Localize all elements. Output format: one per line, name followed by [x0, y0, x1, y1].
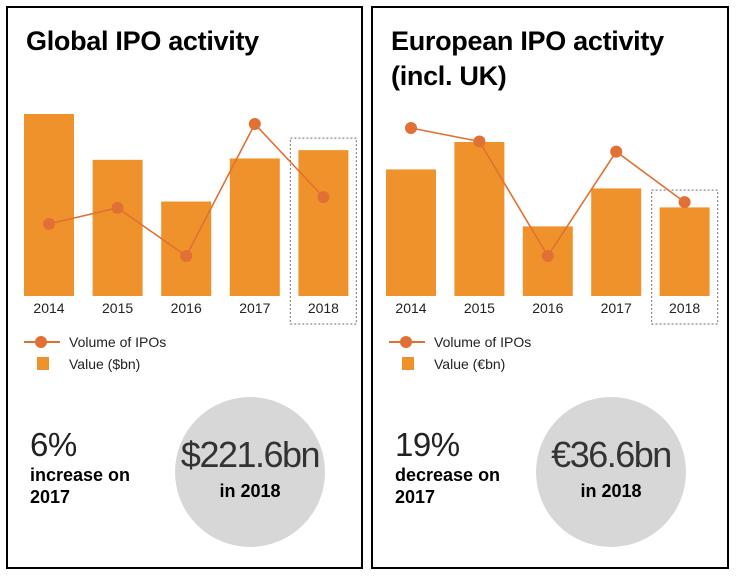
- chart-title: European IPO activity (incl. UK): [391, 26, 664, 91]
- legend-label-volume: Volume of IPOs: [434, 334, 532, 350]
- value-bar: [298, 150, 349, 296]
- highlight-box: [289, 137, 357, 325]
- change-stat: 19% decrease on 2017: [395, 426, 515, 508]
- value-bar: [92, 159, 143, 296]
- x-tick-label: 2014: [395, 300, 426, 316]
- legend-label-value: Value (€bn): [434, 356, 506, 372]
- legend-square-marker: [402, 357, 414, 370]
- total-value: $221.6bn: [180, 434, 321, 475]
- change-description: increase on 2017: [30, 465, 131, 507]
- value-bar: [454, 142, 505, 296]
- legend-label-volume: Volume of IPOs: [69, 334, 167, 350]
- x-tick-label: 2017: [239, 300, 270, 316]
- legend-dot-marker: [35, 336, 47, 348]
- value-bar: [659, 207, 710, 296]
- total-value-circle: $221.6bn in 2018: [175, 397, 325, 547]
- legend-label-value: Value ($bn): [69, 356, 141, 372]
- legend-dot-marker: [400, 336, 412, 348]
- x-tick-label: 2016: [171, 300, 202, 316]
- volume-point: [317, 191, 330, 204]
- x-tick-label: 2017: [601, 300, 632, 316]
- value-bar: [161, 201, 212, 296]
- global-ipo-chart: 2014 2015 2016 2017 2018: [24, 114, 357, 325]
- european-ipo-chart: 2014 2015 2016 2017 2018: [386, 122, 719, 325]
- change-percent: 19%: [395, 426, 460, 463]
- volume-point: [248, 118, 261, 130]
- volume-point: [405, 122, 417, 134]
- change-stat: 6% increase on 2017: [30, 426, 150, 508]
- global-ipo-panel: Global IPO activity 2014 2015 2016 2017 2018…: [6, 6, 363, 569]
- total-value: €36.6bn: [551, 434, 672, 475]
- x-tick-label: 2018: [308, 300, 339, 316]
- chart-title: Global IPO activity: [26, 26, 259, 56]
- volume-point: [678, 196, 691, 209]
- legend-square-marker: [37, 357, 49, 370]
- x-tick-label: 2016: [532, 300, 563, 316]
- volume-point: [43, 217, 55, 230]
- total-value-label: in 2018: [580, 481, 642, 501]
- value-bar: [386, 169, 436, 296]
- volume-point: [610, 145, 623, 158]
- volume-point: [541, 250, 554, 262]
- x-tick-label: 2014: [33, 300, 64, 316]
- volume-point: [473, 135, 486, 148]
- x-tick-label: 2015: [464, 300, 495, 316]
- x-tick-label: 2015: [102, 300, 133, 316]
- total-value-circle: €36.6bn in 2018: [536, 397, 686, 547]
- highlight-box: [651, 189, 719, 325]
- total-value-label: in 2018: [219, 481, 281, 501]
- change-description: decrease on 2017: [395, 465, 501, 507]
- value-bar: [591, 188, 642, 296]
- volume-point: [180, 250, 193, 262]
- value-bar: [24, 114, 74, 296]
- x-tick-label: 2018: [669, 300, 700, 316]
- value-bar: [229, 158, 280, 296]
- european-ipo-panel: European IPO activity (incl. UK) 2014 201…: [371, 6, 729, 569]
- change-percent: 6%: [30, 426, 77, 463]
- volume-point: [111, 201, 124, 214]
